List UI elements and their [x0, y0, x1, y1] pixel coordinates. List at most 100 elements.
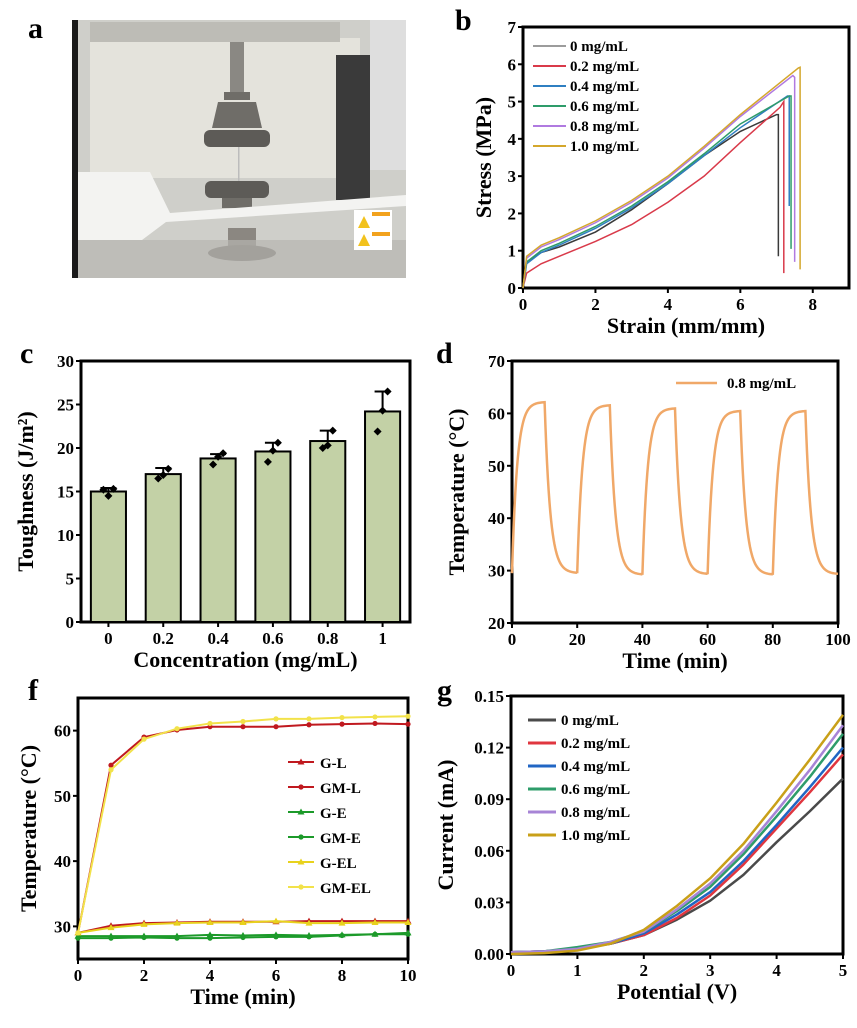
marker-circle [372, 714, 378, 720]
marker-triangle [239, 918, 247, 925]
marker-triangle [107, 924, 115, 931]
marker-triangle [297, 808, 305, 815]
legend-label: 0.8 mg/mL [561, 805, 630, 821]
legend-label: G-EL [320, 856, 357, 872]
data-point [219, 449, 228, 458]
y-tick-label: 2 [508, 204, 517, 223]
y-tick-label: 20 [488, 614, 505, 633]
y-tick-label: 0.00 [474, 945, 504, 964]
data-point [373, 427, 382, 436]
x-tick-label: 0.2 [153, 629, 174, 648]
y-tick-label: 40 [54, 852, 71, 871]
marker-circle [174, 726, 180, 732]
y-tick-label: 30 [57, 352, 74, 371]
x-tick-label: 6 [736, 295, 745, 314]
y-tick-label: 70 [488, 352, 505, 371]
y-tick-label: 7 [508, 18, 517, 37]
x-axis-title: Time (min) [622, 648, 727, 673]
x-tick-label: 0.6 [262, 629, 283, 648]
marker-circle [240, 724, 246, 730]
panel-g-iv-curves-chart: g 0.00 0.03 0.06 0.09 0.12 0.15 0 1 2 3 4 5 Potential… [433, 674, 847, 1004]
series-line-0-mg-mL [522, 113, 780, 289]
y-tick-label: 5 [66, 570, 75, 589]
marker-circle [75, 930, 81, 936]
x-tick-label: 20 [569, 630, 586, 649]
marker-circle [339, 714, 345, 721]
y-tick-label: 1 [508, 242, 517, 261]
x-tick-label: 6 [272, 966, 281, 985]
marker-circle [405, 931, 411, 937]
data-point [164, 464, 173, 473]
marker-triangle [305, 919, 313, 926]
legend-label: 0.4 mg/mL [570, 79, 639, 95]
y-axis-title: Temperature (°C) [444, 408, 469, 575]
panel-label-f: f [28, 674, 39, 707]
y-tick-label: 0.12 [474, 739, 504, 758]
marker-circle [298, 884, 304, 890]
panel-c-toughness-bar-chart: c 0 5 10 15 20 25 30 0 0.2 0.4 0.6 0.8 1 Concentration… [13, 337, 412, 672]
x-axis-title: Time (min) [190, 984, 295, 1009]
marker-circle [207, 720, 213, 727]
panel-f-heating-curves-chart: f 30 40 50 60 0 2 4 6 8 10 Time (min) Temperature (°… [16, 674, 417, 1009]
legend-label: G-L [320, 756, 347, 772]
plot-frame [521, 25, 851, 290]
x-tick-label: 0 [104, 629, 113, 648]
y-tick-label: 30 [54, 917, 71, 936]
x-tick-label: 1 [573, 961, 582, 980]
series-line-0-4-mg-mL [522, 95, 790, 289]
y-tick-label: 20 [57, 439, 74, 458]
marker-triangle [404, 918, 412, 925]
marker-triangle [297, 758, 305, 765]
bar [254, 450, 292, 624]
y-tick-label: 50 [488, 457, 505, 476]
series-line-0-4-mg-mL [510, 746, 844, 954]
marker-circle [298, 834, 304, 840]
x-tick-label: 5 [839, 961, 848, 980]
marker-circle [405, 721, 411, 727]
y-axis-title: Toughness (J/m²) [13, 411, 38, 571]
y-axis-title: Current (mA) [433, 760, 458, 891]
y-tick-label: 0.09 [474, 790, 504, 809]
panel-label-c: c [20, 337, 33, 370]
legend-label: 0 mg/mL [570, 39, 628, 55]
plot-frame [79, 359, 412, 624]
marker-circle [405, 713, 411, 719]
legend-label: 0.2 mg/mL [561, 736, 630, 752]
y-tick-label: 10 [57, 526, 74, 545]
marker-triangle [206, 918, 214, 925]
marker-circle [372, 720, 378, 727]
marker-triangle [297, 858, 305, 865]
data-point [273, 438, 282, 447]
marker-circle [141, 934, 147, 941]
y-tick-label: 60 [488, 404, 505, 423]
legend-label: 0.2 mg/mL [570, 59, 639, 75]
legend-label: 0.4 mg/mL [561, 759, 630, 775]
data-point [109, 484, 118, 493]
x-tick-label: 4 [206, 966, 215, 985]
y-tick-label: 5 [508, 93, 517, 112]
plot-frame [76, 696, 410, 961]
tensile-tester-photo [72, 20, 406, 278]
x-tick-label: 80 [764, 630, 781, 649]
marker-circle [240, 934, 246, 941]
series-line-1-0-mg-mL [522, 66, 801, 289]
marker-triangle [140, 920, 148, 927]
marker-circle [108, 762, 114, 768]
x-tick-label: 0 [508, 630, 517, 649]
y-tick-label: 0.03 [474, 893, 504, 912]
y-tick-label: 0 [66, 613, 75, 632]
marker-circle [273, 724, 279, 730]
x-tick-label: 10 [400, 966, 417, 985]
marker-triangle [338, 919, 346, 926]
x-tick-label: 8 [809, 295, 818, 314]
plot-frame [510, 359, 840, 625]
x-tick-label: 2 [640, 961, 649, 980]
panel-label-d: d [436, 337, 453, 370]
y-tick-label: 25 [57, 396, 74, 415]
marker-circle [108, 935, 114, 941]
marker-triangle [272, 917, 280, 924]
legend-label: G-E [320, 806, 347, 822]
data-point [99, 485, 108, 494]
marker-circle [240, 718, 246, 725]
